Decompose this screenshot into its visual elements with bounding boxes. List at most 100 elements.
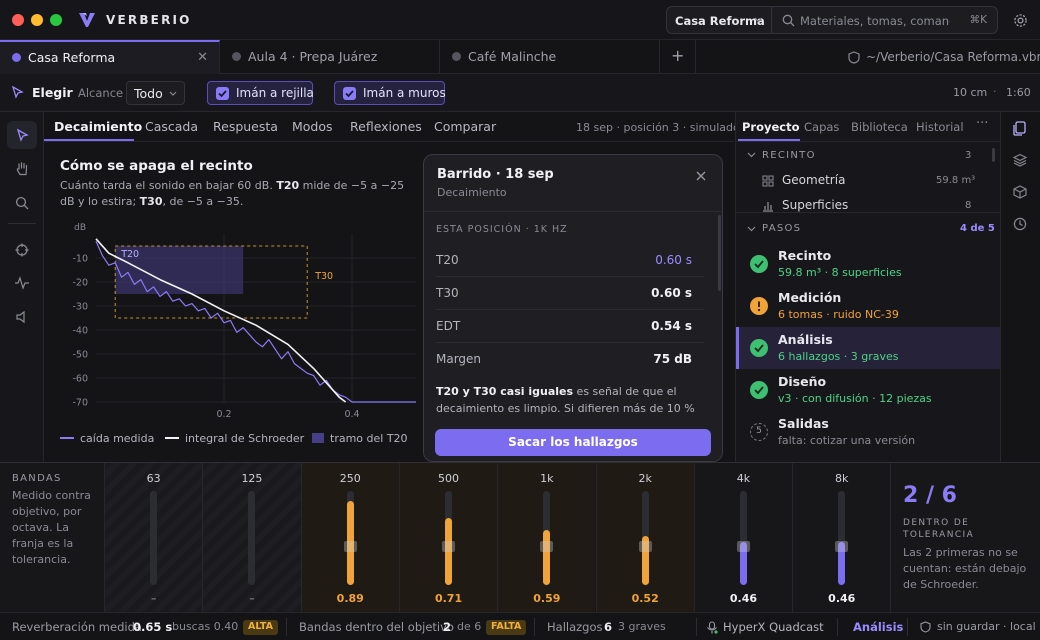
band-125[interactable]: 125 – (202, 463, 301, 613)
toolbar: Elegir Alcance Todo Imán a rejilla Imán … (0, 74, 1040, 112)
subtab-reflexiones[interactable]: Reflexiones (350, 119, 422, 134)
zoom-window-button[interactable] (50, 14, 62, 26)
y-tick-label: -30 (72, 302, 88, 313)
step-medicion[interactable]: Medición 6 tomas · ruido NC-39 (736, 285, 1000, 327)
copy-pages-icon[interactable] (1013, 121, 1027, 136)
sweep-details-popover: Barrido · 18 sep Decaimiento ESTA POSICI… (423, 154, 723, 462)
popover-subtitle: Decaimiento (437, 186, 507, 199)
scope-select[interactable]: Todo (126, 81, 185, 105)
snap-grid-toggle[interactable]: Imán a rejilla (207, 81, 314, 105)
band-tolerance-marker[interactable] (835, 541, 849, 552)
extract-findings-button[interactable]: Sacar los hallazgos (435, 429, 711, 456)
clock-history-icon[interactable] (1013, 217, 1027, 231)
band-label: 1k (540, 472, 554, 485)
band-level-fill (739, 542, 747, 585)
band-tolerance-marker[interactable] (638, 541, 652, 552)
settings-gear-icon[interactable] (1013, 13, 1028, 28)
octave-bands-panel: BANDAS Medido contra objetivo, por octav… (0, 462, 1040, 613)
simulation-info: 18 sep · posición 3 · simulado (576, 121, 740, 134)
popover-scrollbar[interactable] (718, 215, 721, 291)
new-tab-button[interactable]: + (660, 40, 696, 74)
band-label: 4k (736, 472, 751, 485)
recinto-section-title: RECINTO (762, 150, 816, 161)
popover-title: Barrido · 18 sep (437, 167, 554, 182)
recinto-item-label[interactable]: Geometría (782, 173, 846, 187)
recinto-item-label[interactable]: Superficies (782, 198, 849, 212)
search-placeholder: Materiales, tomas, comandos… (800, 14, 950, 28)
panel-tab-capas[interactable]: Capas (804, 120, 840, 134)
y-tick-label: -70 (72, 398, 88, 409)
schroeder-integral-line (95, 238, 347, 403)
search-input[interactable]: Materiales, tomas, comandos… ⌘K (772, 6, 998, 34)
scope-label: Alcance (78, 86, 124, 100)
panel-more-icon[interactable]: ··· (976, 116, 989, 131)
subtab-cascada[interactable]: Cascada (145, 119, 199, 134)
cube-icon[interactable] (1013, 185, 1027, 199)
shield-icon (920, 621, 931, 633)
t30-region-label: T30 (314, 271, 333, 282)
panel-divider (736, 212, 1000, 213)
chevron-down-icon[interactable] (747, 226, 756, 232)
band-1k[interactable]: 1k 0.59 (497, 463, 596, 613)
band-tolerance-marker[interactable] (540, 541, 554, 552)
band-2k[interactable]: 2k 0.52 (595, 463, 694, 613)
step-diseno[interactable]: Diseño v3 · con difusión · 12 piezas (736, 369, 1000, 411)
band-track (248, 491, 256, 585)
document-tabs: Casa Reforma ✕ Aula 4 · Prepa Juárez Caf… (0, 40, 1040, 74)
tab-casa-reforma[interactable]: Casa Reforma ✕ (0, 40, 220, 74)
audio-device[interactable]: HyperX Quadcast (723, 620, 824, 634)
panel-tab-biblioteca[interactable]: Biblioteca (851, 120, 908, 134)
minimize-window-button[interactable] (31, 14, 43, 26)
layers-icon[interactable] (1013, 153, 1027, 167)
microphone-icon (707, 621, 718, 634)
band-level-fill (641, 536, 649, 585)
findings-value: 6 (604, 620, 613, 634)
band-4k[interactable]: 4k 0.46 (693, 463, 793, 613)
project-select[interactable]: Casa Reforma (666, 6, 772, 34)
tab-label: Café Malinche (468, 49, 557, 64)
tool-select-button[interactable]: Elegir (32, 85, 73, 100)
tab-dot-icon (232, 52, 241, 61)
tab-aula-4[interactable]: Aula 4 · Prepa Juárez (220, 40, 440, 74)
popover-footer: Sacar los hallazgos (424, 417, 722, 461)
speaker-icon[interactable] (15, 310, 29, 324)
hand-pan-icon[interactable] (15, 161, 29, 176)
band-tolerance-marker[interactable] (441, 541, 455, 552)
close-window-button[interactable] (12, 14, 24, 26)
reverb-label: Reverberación medida (12, 620, 142, 634)
project-select-value: Casa Reforma (675, 14, 765, 28)
close-tab-icon[interactable]: ✕ (197, 50, 208, 65)
panel-tab-historial[interactable]: Historial (916, 120, 964, 134)
band-tolerance-marker[interactable] (343, 541, 357, 552)
search-icon[interactable] (15, 196, 29, 210)
snap-walls-toggle[interactable]: Imán a muros (334, 81, 446, 105)
legend-item: caída medida (80, 432, 155, 445)
y-tick-label: -20 (72, 278, 88, 289)
band-level-fill (543, 530, 551, 585)
panel-tab-proyecto[interactable]: Proyecto (742, 120, 800, 134)
tab-cafe-malinche[interactable]: Café Malinche (440, 40, 660, 74)
band-tolerance-marker[interactable] (736, 541, 750, 552)
current-mode[interactable]: Análisis (853, 620, 904, 634)
band-63[interactable]: 63 – (104, 463, 203, 613)
step-analisis[interactable]: Análisis 6 hallazgos · 3 graves (736, 327, 1000, 369)
select-tool-button[interactable] (7, 121, 37, 149)
band-8k[interactable]: 8k 0.46 (792, 463, 891, 613)
close-icon[interactable] (696, 171, 706, 181)
tab-dot-icon (12, 53, 21, 62)
step-salidas[interactable]: 5 Salidas falta: cotizar una versión (736, 411, 1000, 453)
y-tick-label: -10 (72, 254, 88, 265)
crosshair-icon[interactable] (15, 243, 29, 257)
subtab-modos[interactable]: Modos (292, 119, 333, 134)
band-500[interactable]: 500 0.71 (398, 463, 498, 613)
app-brand: VERBERIO (106, 13, 192, 27)
band-250[interactable]: 250 0.89 (300, 463, 399, 613)
chevron-down-icon[interactable] (747, 152, 756, 158)
subtab-respuesta[interactable]: Respuesta (213, 119, 278, 134)
waveform-icon[interactable] (14, 276, 30, 290)
panel-scrollbar[interactable] (992, 148, 995, 162)
metric-row-t20: T20 0.60 s (436, 244, 704, 277)
subtab-comparar[interactable]: Comparar (434, 119, 497, 134)
step-recinto[interactable]: Recinto 59.8 m³ · 8 superficies (736, 243, 1000, 285)
subtab-decaimiento[interactable]: Decaimiento (54, 119, 143, 134)
